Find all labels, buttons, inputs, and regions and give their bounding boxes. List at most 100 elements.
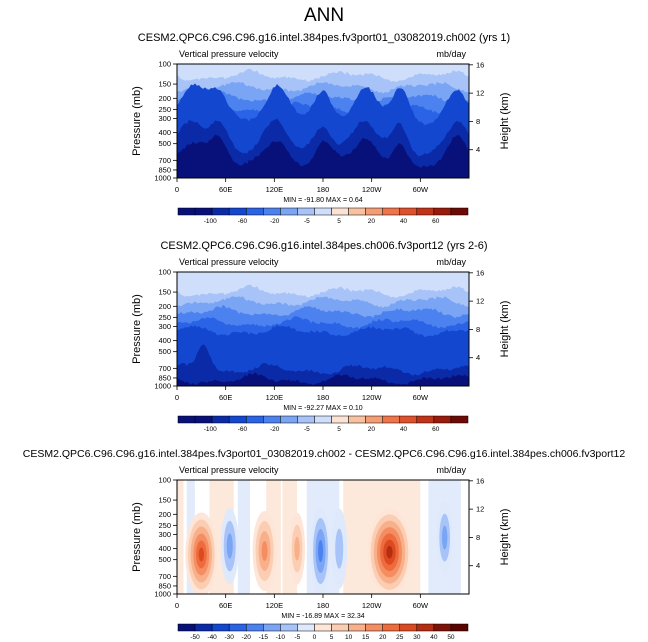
x-tick-label: 180: [317, 185, 330, 194]
y-tick-label: 400: [158, 128, 171, 137]
y2-tick-label: 8: [476, 325, 480, 334]
colorbar-swatch: [331, 207, 349, 216]
x-tick-label: 120W: [362, 393, 383, 402]
colorbar-label: 40: [430, 634, 438, 641]
colorbar-swatch: [194, 207, 213, 216]
y2-tick-label: 4: [476, 145, 480, 154]
colorbar-label: 5: [330, 634, 334, 641]
panel-3-y2label: Height (km): [499, 509, 511, 566]
y2-tick-label: 12: [476, 297, 484, 306]
panel-1-ylabel: Pressure (mb): [131, 86, 143, 156]
colorbar-swatch: [177, 207, 196, 216]
panel-1-x-axis: 0 60E 120E 180 120W 60W: [175, 178, 429, 194]
contour-fill: [177, 134, 469, 178]
x-tick-label: 120E: [266, 601, 284, 610]
y-tick-label: 1000: [154, 590, 171, 599]
y-tick-label: 200: [158, 94, 171, 103]
colorbar-label: 40: [400, 426, 408, 433]
y-tick-label: 200: [158, 302, 171, 311]
y-tick-label: 850: [158, 373, 171, 382]
panel-3-units: mb/day: [436, 465, 466, 475]
colorbar-label: -60: [238, 426, 248, 433]
colorbar-swatch: [382, 207, 401, 216]
colorbar-swatch: [399, 623, 418, 632]
contour-fill: [226, 533, 233, 559]
y-tick-label: 500: [158, 347, 171, 356]
colorbar-label: -20: [270, 426, 280, 433]
colorbar-swatch: [450, 623, 469, 632]
y-tick-label: 150: [158, 80, 171, 89]
colorbar-label: -40: [207, 634, 217, 641]
x-tick-label: 180: [317, 601, 330, 610]
panel-1: CESM2.QPC6.C96.C96.g16.intel.384pes.fv3p…: [131, 32, 511, 225]
panel-3: CESM2.QPC6.C96.C96.g16.intel.384pes.fv3p…: [23, 448, 626, 641]
colorbar-swatch: [399, 415, 418, 424]
colorbar-label: 5: [337, 218, 341, 225]
colorbar-label: 60: [432, 218, 440, 225]
colorbar-label: 40: [400, 218, 408, 225]
panel-2-y2label: Height (km): [499, 301, 511, 358]
x-tick-label: 0: [175, 393, 179, 402]
colorbar-label: 20: [368, 426, 376, 433]
contour-fill: [198, 547, 204, 562]
contour-fill: [442, 525, 448, 550]
x-tick-label: 60W: [413, 601, 429, 610]
colorbar-swatch: [416, 207, 435, 216]
y-tick-label: 100: [158, 268, 171, 277]
panel-3-stats: MIN = -16.89 MAX = 32.34: [281, 613, 364, 620]
contour-fill: [177, 480, 184, 594]
y2-tick-label: 16: [476, 60, 484, 69]
colorbar-swatch: [314, 623, 332, 632]
colorbar-label: -50: [190, 634, 200, 641]
colorbar-swatch: [177, 415, 196, 424]
colorbar-label: 0: [313, 634, 317, 641]
colorbar-label: 20: [379, 634, 387, 641]
colorbar-label: 15: [362, 634, 370, 641]
panel-1-y2label: Height (km): [499, 93, 511, 150]
y2-tick-label: 16: [476, 268, 484, 277]
colorbar-label: -100: [204, 218, 217, 225]
y-tick-label: 150: [158, 288, 171, 297]
y-tick-label: 250: [158, 521, 171, 530]
colorbar-label: -60: [238, 218, 248, 225]
colorbar-label: 10: [345, 634, 353, 641]
colorbar-swatch: [314, 415, 332, 424]
y-tick-label: 100: [158, 476, 171, 485]
y-tick-label: 400: [158, 544, 171, 553]
colorbar-label: 5: [337, 426, 341, 433]
x-tick-label: 60E: [219, 185, 232, 194]
panel-2-stats: MIN = -92.27 MAX = 0.10: [283, 405, 362, 412]
y2-tick-label: 4: [476, 353, 480, 362]
colorbar-swatch: [297, 415, 315, 424]
colorbar-swatch: [211, 207, 230, 216]
x-tick-label: 120W: [362, 185, 383, 194]
x-tick-label: 120E: [266, 393, 284, 402]
panel-1-title: CESM2.QPC6.C96.C96.g16.intel.384pes.fv3p…: [138, 32, 510, 44]
colorbar-swatch: [416, 623, 435, 632]
y-tick-label: 500: [158, 555, 171, 564]
colorbar-swatch: [263, 207, 281, 216]
colorbar-swatch: [297, 623, 315, 632]
x-tick-label: 120E: [266, 185, 284, 194]
panel-1-colorbar: -100 -60 -20 -5 5 20 40 60: [177, 207, 469, 225]
panel-3-ylabel: Pressure (mb): [131, 502, 143, 572]
colorbar-label: -5: [295, 634, 301, 641]
y-tick-label: 200: [158, 510, 171, 519]
y-tick-label: 1000: [154, 174, 171, 183]
colorbar-label: -10: [276, 634, 286, 641]
panel-3-colorbar: -50 -40 -30 -20 -15 -10 -5 0 5 10 15 20 25 30 40 50: [177, 623, 469, 641]
y-tick-label: 700: [158, 364, 171, 373]
panel-2-colorbar: -100 -60 -20 -5 5 20 40 60: [177, 415, 469, 433]
colorbar-swatch: [194, 623, 213, 632]
contour-fill: [294, 536, 300, 561]
colorbar-label: -5: [304, 218, 310, 225]
colorbar-swatch: [450, 207, 469, 216]
colorbar-swatch: [433, 623, 452, 632]
contour-fill: [318, 540, 324, 563]
colorbar-label: -30: [224, 634, 234, 641]
panel-3-x-axis: 0 60E 120E 180 120W 60W: [175, 594, 429, 610]
x-tick-label: 60E: [219, 393, 232, 402]
colorbar-swatch: [245, 207, 264, 216]
